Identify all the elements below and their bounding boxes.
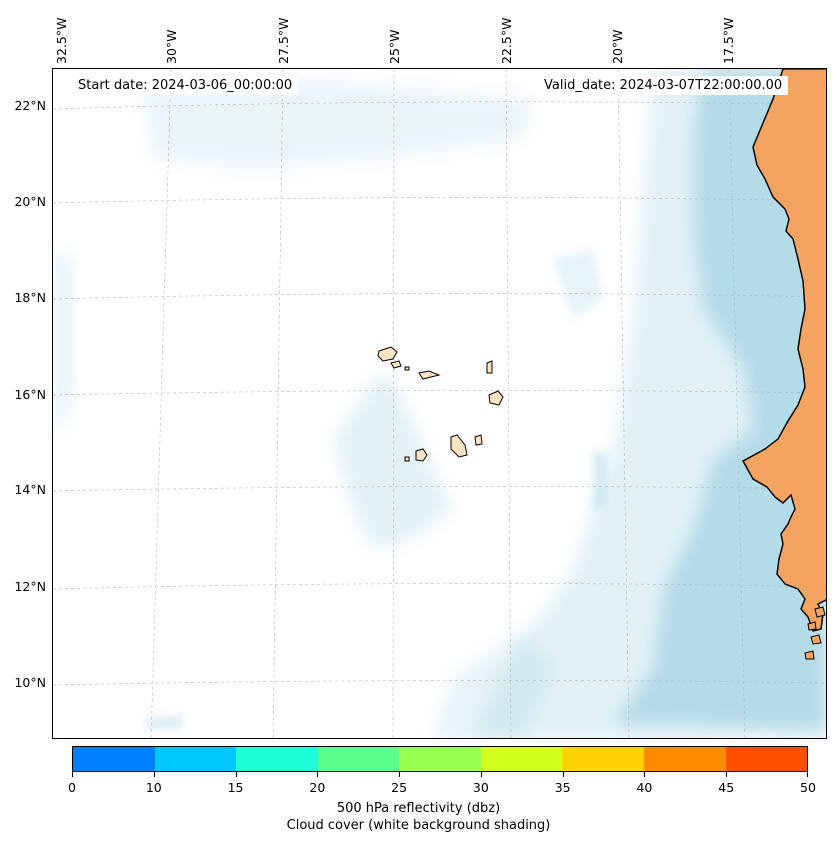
cloud-patch-mid	[553, 249, 603, 319]
colorbar-tick-45	[726, 772, 728, 777]
map-panel[interactable]	[52, 68, 827, 739]
bijagos-island-1	[814, 606, 826, 618]
reflectivity-colorbar	[72, 746, 808, 772]
start-date-label: Start date: 2024-03-06_00:00:00	[72, 76, 299, 95]
colorbar-tick-50	[807, 772, 808, 777]
island-maio	[474, 434, 483, 446]
bijagos-island-3	[810, 634, 822, 645]
colorbar-tick-30	[480, 772, 482, 777]
colorbar-tick-label-0: 0	[68, 780, 76, 795]
colorbar-label-reflectivity: 500 hPa reflectivity (dbz)	[336, 801, 501, 816]
colorbar-segment-25-30	[399, 747, 481, 771]
lat-label-12n: 12°N	[14, 579, 46, 594]
cloud-band-islands	[333, 369, 453, 549]
colorbar-tick-label-45: 45	[718, 780, 735, 795]
lon-label-17-5w: 17.5°W	[721, 17, 736, 64]
cloud-patch-sw	[143, 714, 183, 731]
lon-label-22-5w: 22.5°W	[499, 17, 514, 64]
cloud-band-east	[613, 69, 826, 729]
colorbar-tick-20	[317, 772, 319, 777]
island-santiago	[450, 434, 468, 458]
colorbar-segment-45-50	[725, 747, 808, 771]
map-canvas	[53, 69, 826, 738]
gridline-lon-30w	[150, 69, 172, 738]
colorbar-tick-15	[235, 772, 237, 777]
colorbar-tick-label-15: 15	[227, 780, 244, 795]
colorbar-segment-0-10	[73, 747, 155, 771]
cloud-band-north	[143, 79, 533, 169]
colorbar-segment-15-20	[236, 747, 318, 771]
lon-label-27-5w: 27.5°W	[276, 17, 291, 64]
cape-verde-islands	[377, 346, 504, 462]
colorbar-segment-10-15	[154, 747, 237, 771]
lat-label-22n: 22°N	[14, 98, 46, 113]
valid-date-label: Valid_date: 2024-03-07T22:00:00.00	[538, 76, 789, 95]
island-fogo	[415, 448, 428, 462]
cloud-band-west	[53, 249, 73, 429]
lat-label-10n: 10°N	[14, 675, 46, 690]
colorbar-tick-label-30: 30	[472, 780, 489, 795]
colorbar-tick-10	[153, 772, 155, 777]
bijagos-island-2	[807, 621, 817, 631]
colorbar-tick-label-50: 50	[800, 780, 816, 795]
africa-coastline	[742, 69, 826, 632]
bijagos-island-4	[804, 650, 815, 660]
cloud-patch-streak	[593, 449, 608, 509]
colorbar-segment-30-35	[480, 747, 563, 771]
colorbar-tick-label-35: 35	[554, 780, 571, 795]
island-sao-nicolau	[418, 370, 441, 380]
gridline-lon-20w	[617, 69, 630, 738]
lon-label-32-5w: 32.5°W	[54, 17, 69, 64]
colorbar-label-cloud-cover: Cloud cover (white background shading)	[286, 818, 551, 833]
colorbar-segment-35-40	[562, 747, 644, 771]
island-sao-vicente	[390, 360, 402, 369]
lat-label-20n: 20°N	[14, 194, 46, 209]
lon-label-25w: 25°W	[387, 29, 402, 64]
island-sal	[486, 360, 493, 374]
lat-label-14n: 14°N	[14, 482, 46, 497]
island-boa-vista	[488, 390, 504, 406]
island-brava	[404, 456, 410, 462]
gridline-lon-25w	[392, 69, 395, 738]
lat-label-18n: 18°N	[14, 290, 46, 305]
colorbar-tick-35	[562, 772, 564, 777]
cloud-cover-layer	[53, 69, 826, 738]
colorbar-tick-label-20: 20	[309, 780, 326, 795]
colorbar-tick-label-25: 25	[391, 780, 408, 795]
colorbar-tick-0	[72, 772, 73, 777]
lon-label-20w: 20°W	[610, 29, 625, 64]
colorbar-tick-label-10: 10	[145, 780, 162, 795]
gridline-lon-22-5w	[505, 69, 512, 738]
lat-label-16n: 16°N	[14, 387, 46, 402]
gridline-lon-27-5w	[272, 69, 284, 738]
colorbar-tick-25	[399, 772, 401, 777]
cloud-patch-south	[433, 629, 553, 738]
lon-label-30w: 30°W	[164, 29, 179, 64]
colorbar-tick-40	[644, 772, 646, 777]
island-santa-luzia	[404, 366, 410, 371]
colorbar-segment-40-45	[643, 747, 726, 771]
island-santo-antao	[377, 346, 398, 362]
colorbar-segment-20-25	[317, 747, 400, 771]
gridline-lon-17-5w	[728, 69, 746, 738]
colorbar-tick-label-40: 40	[636, 780, 653, 795]
graticule	[53, 69, 826, 738]
